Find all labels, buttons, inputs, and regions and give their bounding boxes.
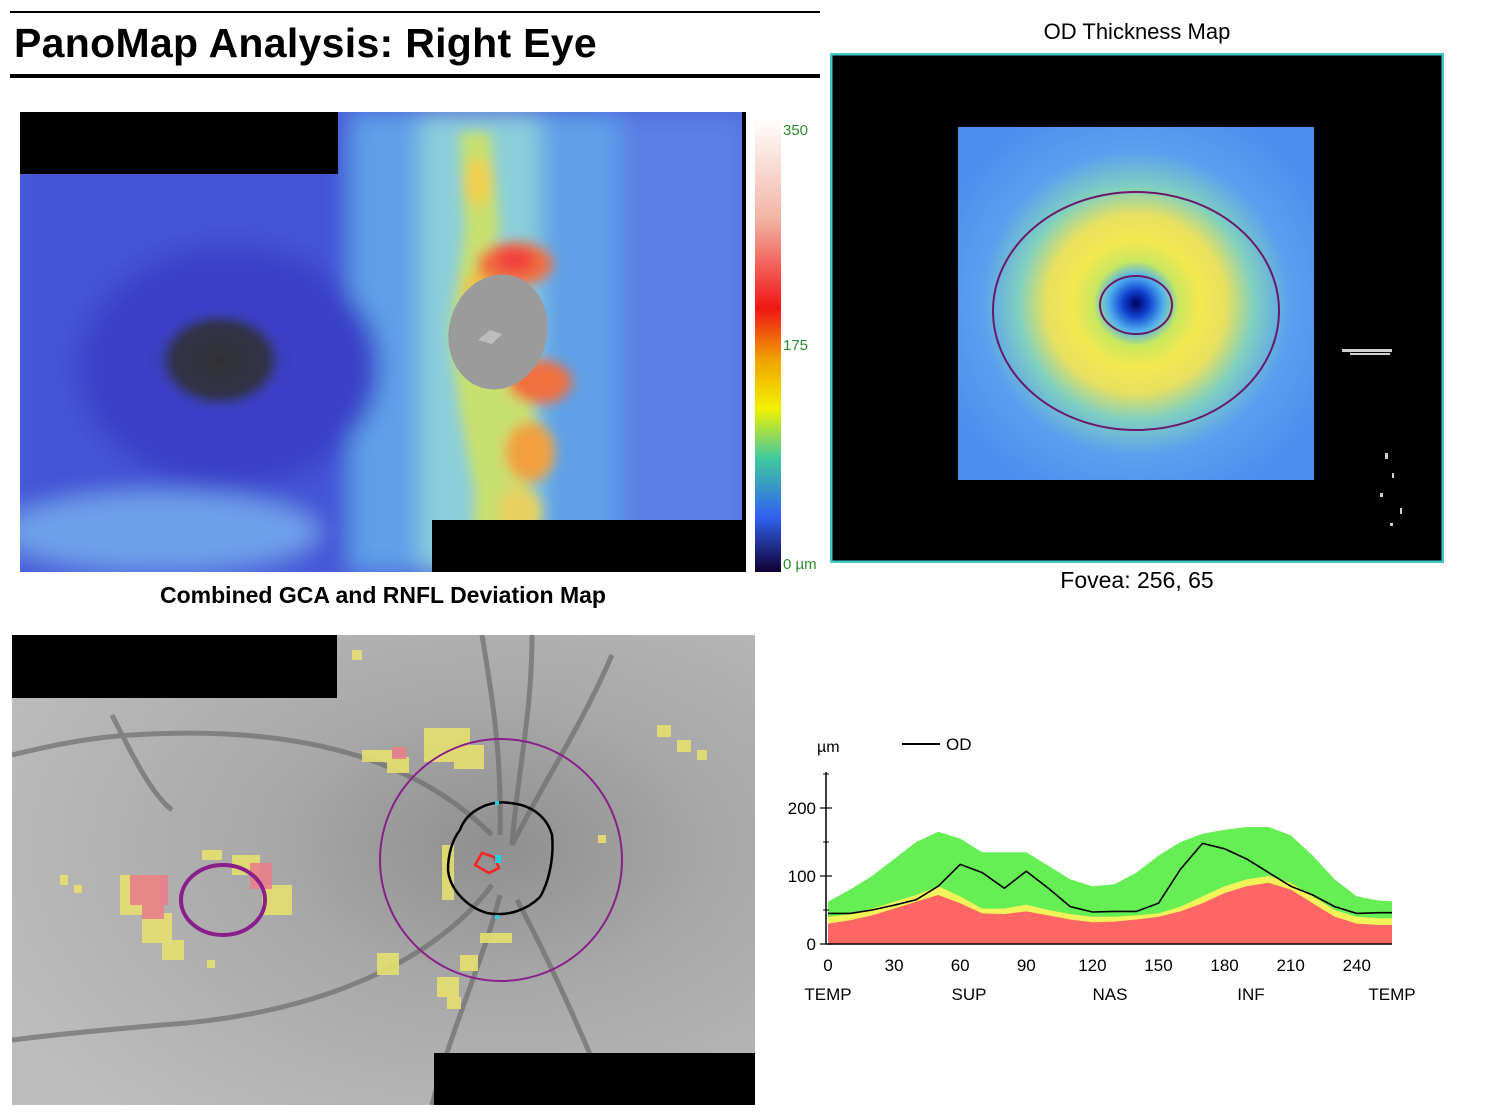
page-title: PanoMap Analysis: Right Eye <box>14 20 597 66</box>
x-tick-label: 90 <box>1017 956 1036 975</box>
chart-ylabel: µm <box>817 739 840 756</box>
y-tick-label: 100 <box>788 867 816 886</box>
deviation-map-image <box>20 112 746 572</box>
x-tick-label: 30 <box>885 956 904 975</box>
thickness-map-title: OD Thickness Map <box>1043 19 1231 44</box>
colorbar-label-max: 350 <box>783 122 808 139</box>
x-tick-label: 150 <box>1144 956 1172 975</box>
x-tick-label: 180 <box>1210 956 1238 975</box>
tsnit-chart: µm OD 0 100 200 0 30 60 90 120 150 180 210 240 TEMP S… <box>788 735 1416 1004</box>
fovea-coordinates: Fovea: 256, 65 <box>1060 567 1214 593</box>
title-rule-bottom <box>10 74 820 78</box>
fundus-image <box>12 635 755 1105</box>
colorbar-label-mid: 175 <box>783 337 808 354</box>
x-tick-label: 120 <box>1078 956 1106 975</box>
thickness-colorbar: 350 175 0 µm <box>755 118 817 573</box>
sector-label-sup: SUP <box>952 985 987 1004</box>
title-rule-top <box>10 11 820 13</box>
sector-label-nas: NAS <box>1093 985 1128 1004</box>
band-red <box>828 882 1392 944</box>
y-tick-label: 0 <box>807 935 816 954</box>
x-tick-label: 0 <box>823 956 832 975</box>
thickness-map-image <box>830 53 1444 563</box>
sector-label-temp: TEMP <box>1368 985 1415 1004</box>
legend-label-od: OD <box>946 735 972 754</box>
y-tick-label: 200 <box>788 799 816 818</box>
sector-label-temp: TEMP <box>804 985 851 1004</box>
x-tick-label: 240 <box>1343 956 1371 975</box>
deviation-map-caption: Combined GCA and RNFL Deviation Map <box>160 582 606 608</box>
colorbar-label-min: 0 µm <box>783 556 817 573</box>
series-line-od <box>828 842 1392 915</box>
sector-label-inf: INF <box>1237 985 1264 1004</box>
x-tick-label: 60 <box>951 956 970 975</box>
x-tick-label: 210 <box>1276 956 1304 975</box>
